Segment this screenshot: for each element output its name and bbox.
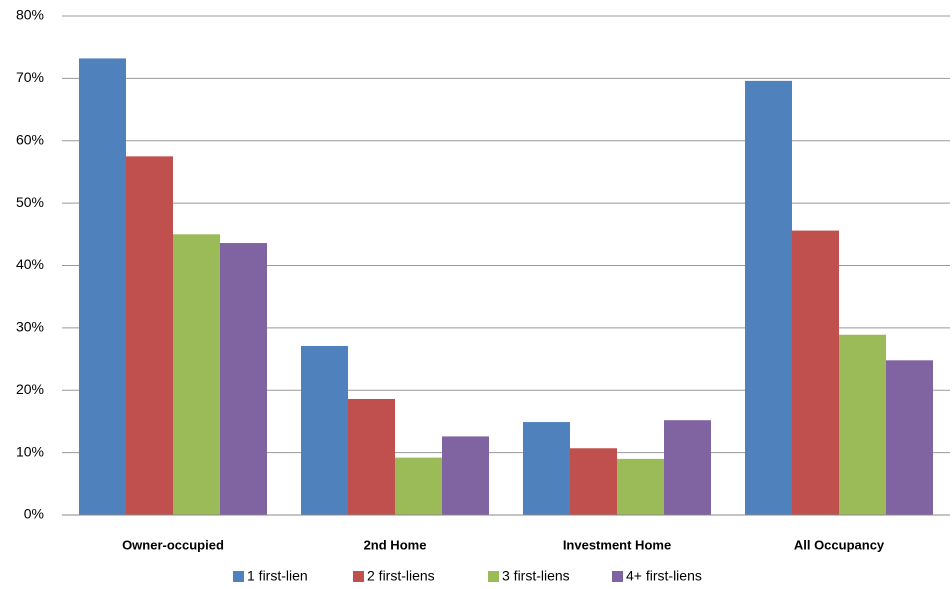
- legend-label: 2 first-liens: [367, 568, 435, 584]
- legend-swatch: [353, 571, 364, 582]
- y-tick-label: 50%: [16, 194, 44, 210]
- y-tick-label: 20%: [16, 381, 44, 397]
- y-tick-label: 10%: [16, 443, 44, 459]
- bar: [348, 398, 395, 515]
- legend-label: 1 first-lien: [247, 568, 308, 584]
- legend-swatch: [612, 571, 623, 582]
- bar: [79, 58, 126, 515]
- x-tick-label: All Occupancy: [794, 537, 885, 552]
- y-tick-label: 30%: [16, 319, 44, 335]
- bar: [664, 420, 711, 515]
- y-tick-label: 40%: [16, 256, 44, 272]
- bar: [745, 80, 792, 516]
- bar: [126, 156, 173, 515]
- bar: [792, 230, 839, 515]
- bar: [886, 360, 933, 515]
- x-tick-label: Investment Home: [563, 537, 671, 552]
- legend-label: 4+ first-liens: [626, 568, 702, 584]
- bar: [173, 234, 220, 515]
- bar: [442, 436, 489, 515]
- y-tick-label: 70%: [16, 69, 44, 85]
- bar: [839, 334, 886, 515]
- bar: [570, 448, 617, 515]
- bar: [395, 457, 442, 515]
- bar: [220, 243, 267, 516]
- legend-label: 3 first-liens: [502, 568, 570, 584]
- bar: [301, 345, 348, 515]
- y-tick-label: 80%: [16, 7, 44, 23]
- legend-swatch: [233, 571, 244, 582]
- x-tick-label: 2nd Home: [364, 537, 427, 552]
- bar: [523, 422, 570, 515]
- x-tick-label: Owner-occupied: [122, 537, 224, 552]
- legend-swatch: [488, 571, 499, 582]
- y-tick-label: 60%: [16, 131, 44, 147]
- bar: [617, 458, 664, 515]
- y-tick-label: 0%: [24, 506, 44, 522]
